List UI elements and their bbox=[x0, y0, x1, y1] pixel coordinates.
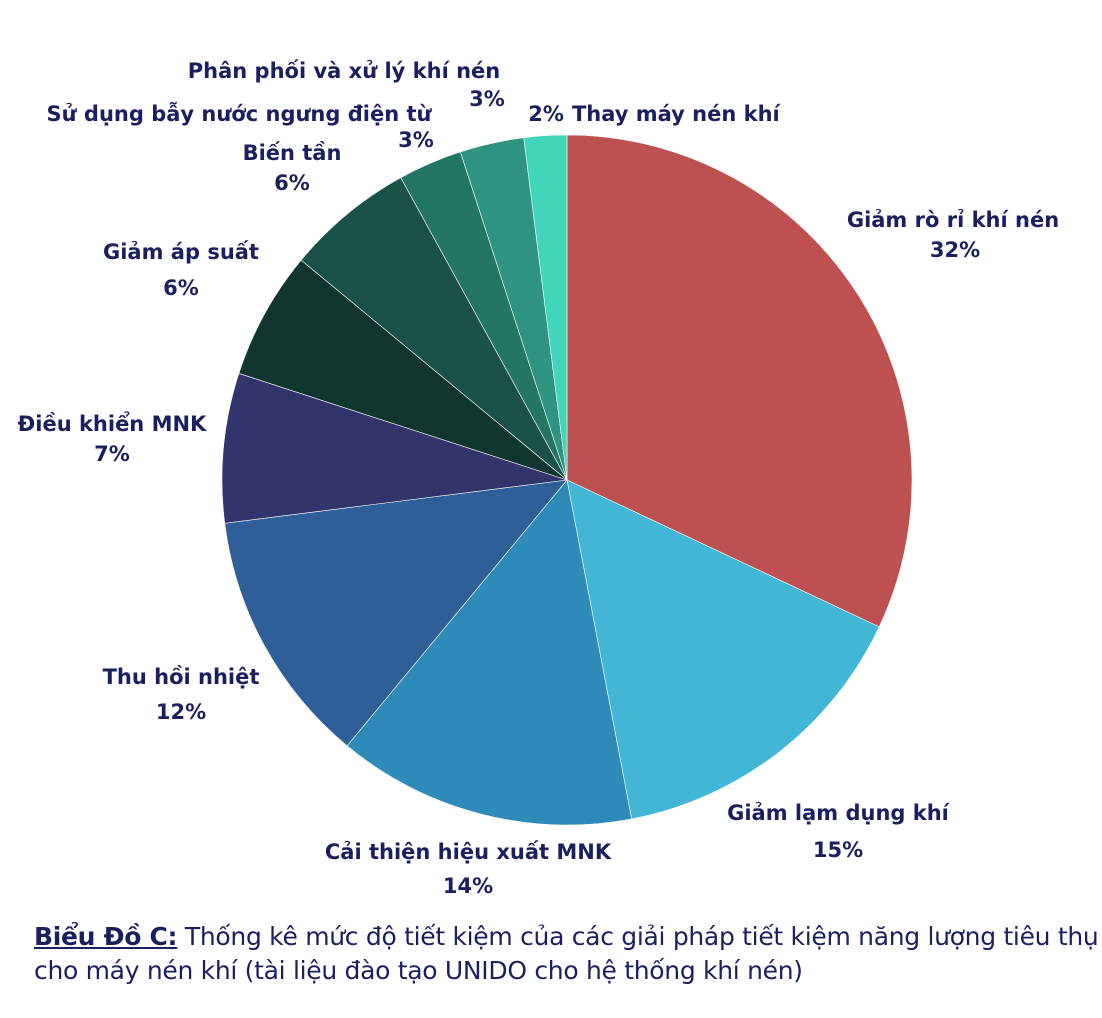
caption-text: Thống kê mức độ tiết kiệm của các giải p… bbox=[34, 922, 1099, 985]
pie-slice bbox=[523, 134, 568, 481]
pie-slice bbox=[300, 177, 568, 481]
slice-label-line: 2% Thay máy nén khí bbox=[528, 102, 781, 126]
slice-label: Biến tần bbox=[243, 141, 342, 165]
pie-slice bbox=[224, 479, 568, 747]
caption-prefix: Biểu Đồ C: bbox=[34, 922, 178, 951]
pie-slice bbox=[566, 479, 880, 820]
slice-percent-label: 6% bbox=[163, 276, 199, 300]
slice-label: Thay máy nén khí bbox=[572, 102, 782, 126]
slice-label: Thu hồi nhiệt bbox=[103, 665, 260, 689]
slice-label: Giảm lạm dụng khí bbox=[727, 801, 951, 825]
slice-label: Giảm rò rỉ khí nén bbox=[847, 208, 1059, 232]
slice-percent-label: 2% bbox=[528, 102, 564, 126]
chart-caption: Biểu Đồ C: Thống kê mức độ tiết kiệm của… bbox=[34, 920, 1102, 988]
slice-label: Giảm áp suất bbox=[103, 240, 259, 264]
slice-percent-label: 6% bbox=[274, 171, 310, 195]
slice-percent-label: 32% bbox=[930, 238, 980, 262]
pie-chart: Giảm rò rỉ khí nén 32% Giảm lạm dụng khí 15… bbox=[18, 59, 1060, 898]
slice-percent-label: 3% bbox=[398, 128, 434, 152]
pie-slice bbox=[346, 479, 632, 826]
pie-slice bbox=[566, 134, 913, 628]
slice-percent-label: 15% bbox=[813, 838, 863, 862]
slice-label: Điều khiển MNK bbox=[18, 411, 207, 436]
slice-percent-label: 14% bbox=[443, 874, 493, 898]
slice-percent-label: 7% bbox=[94, 442, 130, 466]
pie-slice bbox=[238, 259, 568, 481]
slice-label: Cải thiện hiệu xuất MNK bbox=[325, 840, 612, 864]
pie-slice bbox=[221, 373, 568, 524]
slice-percent-label: 3% bbox=[469, 87, 505, 111]
slice-label: Sử dụng bẫy nước ngưng điện từ bbox=[47, 102, 433, 126]
slice-label: Phân phối và xử lý khí nén bbox=[188, 59, 500, 83]
slice-percent-label: 12% bbox=[156, 700, 206, 724]
